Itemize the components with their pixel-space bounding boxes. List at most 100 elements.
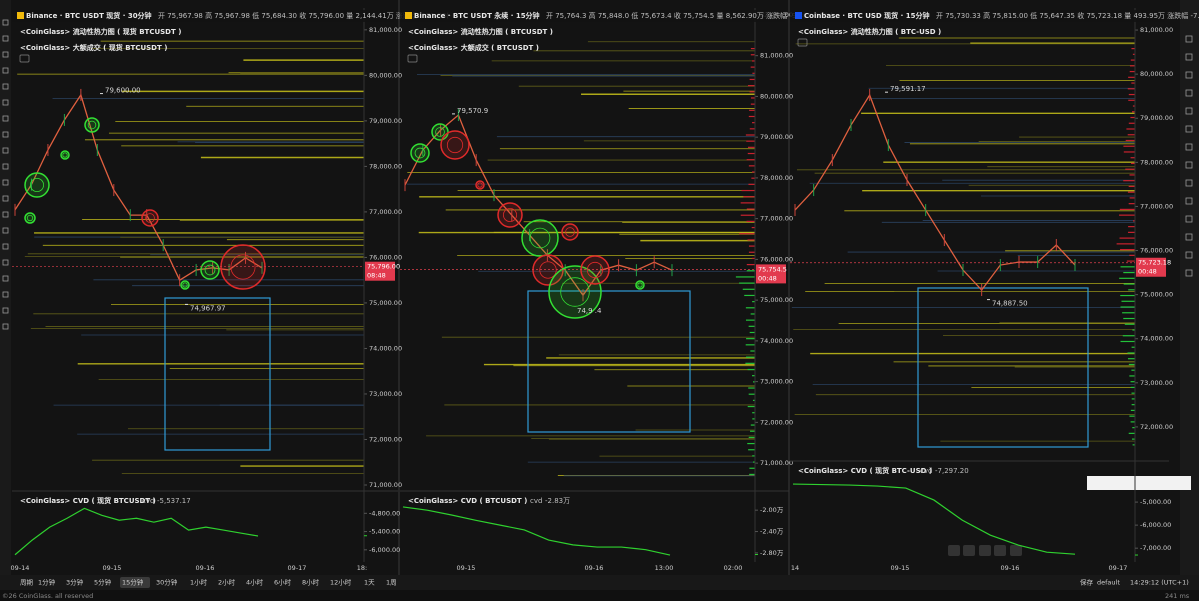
tool-icon[interactable] (2, 211, 9, 218)
y-tick-label: 78,000.00 (369, 162, 402, 170)
side-icon[interactable] (1185, 35, 1193, 43)
volume-profile (744, 294, 755, 297)
countdown: 00:48 (758, 274, 777, 282)
tool-icon[interactable] (2, 67, 9, 74)
tool-icon[interactable] (2, 227, 9, 234)
side-icon[interactable] (1185, 161, 1193, 169)
tool-icon[interactable] (2, 83, 9, 90)
large-trade-core (414, 147, 426, 159)
period-option[interactable]: 1天 (364, 579, 375, 587)
layout-name[interactable]: default (1097, 579, 1120, 587)
period-option[interactable]: 30分钟 (156, 578, 178, 587)
side-icon[interactable] (1185, 269, 1193, 277)
period-option[interactable]: 15分钟 (122, 578, 144, 587)
side-icon[interactable] (1185, 215, 1193, 223)
scroll-left[interactable] (979, 545, 991, 556)
period-option[interactable]: 6小时 (274, 578, 292, 587)
y-tick-label: 74,000.00 (760, 337, 793, 345)
large-trade (84, 117, 100, 133)
collapse-button[interactable] (797, 38, 808, 47)
tool-icon[interactable] (2, 259, 9, 266)
volume-profile (749, 91, 755, 93)
period-option[interactable]: 2小时 (218, 578, 236, 587)
volume-profile (1120, 294, 1135, 297)
exchange-icon (795, 12, 802, 19)
volume-profile (1120, 266, 1135, 268)
volume-profile (748, 387, 755, 389)
volume-profile (747, 442, 755, 445)
tool-icon[interactable] (2, 163, 9, 170)
tool-icon[interactable] (2, 307, 9, 314)
volume-profile (1125, 168, 1135, 170)
zoom-in[interactable] (963, 545, 975, 556)
volume-profile (1129, 174, 1135, 176)
volume-profile (752, 461, 755, 463)
volume-profile (742, 288, 755, 290)
period-option[interactable]: 4小时 (246, 578, 264, 587)
symbol-title: Coinbase · BTC USD 现货 · 15分钟 (804, 11, 929, 20)
large-trade-core (435, 127, 445, 137)
volume-profile (752, 412, 755, 414)
side-icon[interactable] (1185, 143, 1193, 151)
large-trade-core (637, 282, 643, 288)
tool-icon[interactable] (2, 195, 9, 202)
period-option[interactable]: 1周 (386, 579, 397, 587)
side-icon[interactable] (1185, 53, 1193, 61)
y-tick-label: 73,000.00 (369, 390, 402, 398)
volume-profile (747, 405, 755, 408)
y-tick-label: 73,000.00 (1140, 379, 1173, 387)
tool-icon[interactable] (2, 51, 9, 58)
collapse-button[interactable] (407, 54, 418, 63)
tool-icon[interactable] (2, 179, 9, 186)
cvd-y-tick-label: -4,800.00 (369, 509, 400, 517)
period-option[interactable]: 5分钟 (94, 578, 112, 587)
volume-profile (1129, 70, 1135, 73)
tool-icon[interactable] (2, 19, 9, 26)
large-trade-core (62, 152, 68, 158)
side-icon[interactable] (1185, 251, 1193, 259)
tool-icon[interactable] (2, 35, 9, 42)
y-tick-label: 71,000.00 (760, 459, 793, 467)
side-icon[interactable] (1185, 179, 1193, 187)
save-button[interactable]: 保存 (1080, 578, 1094, 587)
period-option[interactable]: 1小时 (190, 578, 208, 587)
period-option[interactable]: 12小时 (330, 578, 352, 587)
tool-icon[interactable] (2, 275, 9, 282)
volume-profile (1127, 352, 1135, 354)
volume-profile (1128, 231, 1135, 233)
price-annotation: 79,591.17 (890, 85, 926, 93)
side-icon[interactable] (1185, 71, 1193, 79)
side-icon[interactable] (1185, 107, 1193, 115)
side-icon[interactable] (1185, 89, 1193, 97)
scroll-right[interactable] (994, 545, 1006, 556)
y-tick-label: 79,000.00 (1140, 114, 1173, 122)
volume-profile (1129, 415, 1135, 417)
tool-icon[interactable] (2, 147, 9, 154)
volume-profile (1128, 432, 1135, 434)
tool-icon[interactable] (2, 323, 9, 330)
side-icon[interactable] (1185, 125, 1193, 133)
period-option[interactable]: 8小时 (302, 578, 320, 587)
volume-profile (1132, 105, 1135, 107)
large-trade-core (529, 227, 551, 249)
collapse-button[interactable] (19, 54, 30, 63)
zoom-out[interactable] (948, 545, 960, 556)
side-icon[interactable] (1185, 197, 1193, 205)
period-option[interactable]: 1分钟 (38, 578, 56, 587)
period-option[interactable]: 3分钟 (66, 578, 84, 587)
tool-icon[interactable] (2, 243, 9, 250)
tool-icon[interactable] (2, 291, 9, 298)
tool-icon[interactable] (2, 131, 9, 138)
volume-profile (749, 467, 755, 469)
ime-toolbar[interactable] (1087, 476, 1191, 490)
side-icon[interactable] (1185, 233, 1193, 241)
volume-profile (745, 356, 755, 358)
reset[interactable] (1010, 545, 1022, 556)
large-trade (410, 143, 430, 163)
tool-icon[interactable] (2, 99, 9, 106)
side-toolbar (1180, 0, 1199, 575)
tool-icon[interactable] (2, 115, 9, 122)
volume-profile (752, 399, 755, 401)
volume-profile (1128, 122, 1135, 124)
cvd-y-tick-label: -2.40万 (760, 528, 784, 536)
